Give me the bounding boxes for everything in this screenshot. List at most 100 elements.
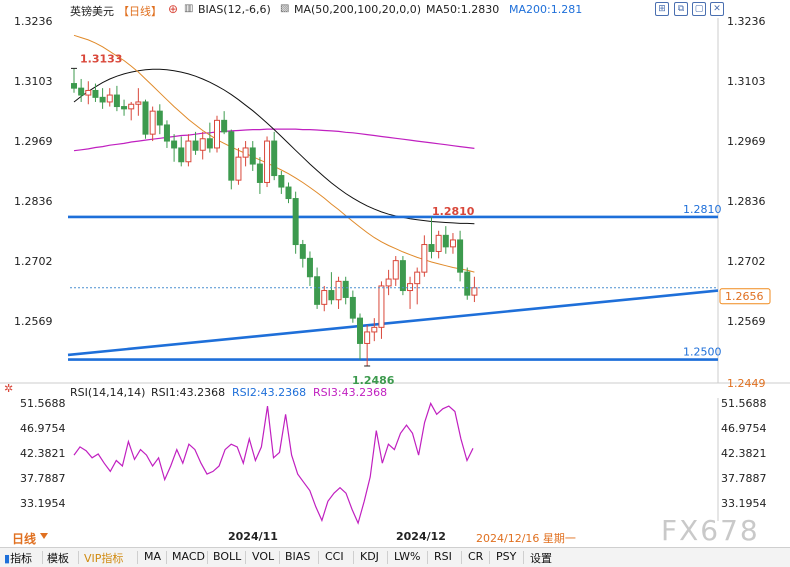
candle: [385, 269, 392, 296]
restore-icon[interactable]: ▢: [692, 2, 706, 16]
rsi-tick-left-1: 46.9754: [20, 422, 66, 435]
candle: [299, 239, 306, 268]
candle: [71, 68, 77, 93]
rsi-tick-left-4: 33.1954: [20, 497, 66, 510]
trend-lines[interactable]: [67, 215, 719, 361]
rsi-tick-right-1: 46.9754: [721, 422, 767, 435]
candle: [142, 99, 149, 139]
period-label[interactable]: 【日线】: [118, 5, 162, 18]
tab-templates[interactable]: 模板: [47, 552, 69, 565]
candle: [292, 191, 299, 254]
close-icon[interactable]: ✕: [710, 2, 724, 16]
layout-icon[interactable]: ⊞: [655, 2, 669, 16]
settings-gear-icon[interactable]: ✲: [4, 382, 13, 395]
candle: [407, 276, 414, 309]
candle: [457, 230, 464, 282]
rsi2-legend: RSI2:43.2368: [232, 386, 306, 399]
rising-trendline: [67, 289, 719, 357]
ma-label[interactable]: MA(50,200,100,20,0,0): [294, 3, 422, 16]
candle: [121, 99, 128, 116]
candle-body-down: [349, 296, 356, 319]
tab-kdj[interactable]: KDJ: [360, 550, 379, 563]
tab-indicators[interactable]: ▮指标: [4, 552, 33, 565]
symbol-label[interactable]: 英镑美元: [70, 5, 114, 18]
rsi-tick-left-3: 37.7887: [20, 472, 66, 485]
candle: [221, 111, 228, 135]
period-dropdown-icon[interactable]: [40, 533, 48, 539]
candle-body-up: [407, 283, 414, 292]
candle-body-down: [306, 257, 313, 278]
bias-label[interactable]: BIAS(12,-6,6): [198, 3, 271, 16]
price-chart[interactable]: 1.3236 1.3103 1.2969 1.2836 1.2702 1.256…: [0, 0, 790, 529]
candle-body-down: [171, 140, 178, 149]
candle: [392, 256, 399, 286]
candle: [171, 134, 178, 162]
tab-cci[interactable]: CCI: [325, 550, 344, 563]
candle-body-up: [371, 326, 378, 333]
candle: [349, 290, 356, 323]
candle-body-down: [221, 119, 228, 133]
candle: [342, 276, 349, 305]
tab-macd[interactable]: MACD: [172, 550, 205, 563]
tab-psy[interactable]: PSY: [496, 550, 517, 563]
copy-icon[interactable]: ⧉: [674, 2, 688, 16]
indicator-icon[interactable]: ▥: [184, 3, 194, 14]
candle: [435, 230, 442, 259]
candle: [149, 106, 156, 142]
candle-body-down: [178, 147, 185, 163]
candle-body-up: [321, 290, 328, 305]
ma-indicator-icon[interactable]: ▧: [280, 3, 290, 14]
candle-body-up: [149, 110, 156, 135]
candle: [206, 122, 213, 153]
candle-body-up: [235, 156, 242, 181]
indicator-tab-bar: ▮指标 模板 VIP指标 MA MACD BOLL VOL BIAS CCI K…: [0, 547, 790, 567]
current-price-label: 1.2656: [725, 290, 764, 303]
tab-vol[interactable]: VOL: [252, 550, 275, 563]
y-tick-left-4: 1.2702: [14, 255, 53, 268]
candle: [85, 81, 92, 105]
candle: [135, 88, 142, 116]
candle-body-up: [421, 244, 428, 273]
candle-body-down: [285, 186, 292, 200]
period-status[interactable]: 日线: [12, 532, 37, 546]
rsi-legend-title: RSI(14,14,14): [70, 386, 145, 399]
tab-rsi[interactable]: RSI: [434, 550, 452, 563]
candle: [371, 318, 378, 342]
add-icon[interactable]: ⊕: [168, 2, 179, 16]
candle-body-down: [78, 87, 85, 96]
candle-body-down: [342, 280, 349, 298]
candle: [156, 104, 163, 135]
y-tick-right-4: 1.2702: [727, 255, 766, 268]
candle: [399, 256, 406, 296]
y-tick-right-6: 1.2449: [727, 377, 766, 390]
tab-bias[interactable]: BIAS: [285, 550, 311, 563]
rsi-line: [73, 401, 474, 525]
tab-lw[interactable]: LW%: [394, 550, 421, 563]
candle-body-down: [192, 140, 199, 151]
tab-cr[interactable]: CR: [468, 550, 484, 563]
candle-body-down: [464, 271, 471, 296]
candle: [442, 226, 449, 254]
candle-body-down: [399, 260, 406, 292]
candle: [364, 325, 371, 366]
tab-boll[interactable]: BOLL: [213, 550, 242, 563]
y-tick-left-5: 1.2569: [14, 315, 53, 328]
candle-body-down: [256, 163, 263, 183]
rsi3-legend: RSI3:43.2368: [313, 386, 387, 399]
tab-settings[interactable]: 设置: [530, 552, 552, 565]
tab-ma[interactable]: MA: [144, 550, 162, 563]
candle: [449, 233, 456, 254]
candle: [163, 120, 170, 148]
candle-body-down: [121, 106, 128, 110]
candle-body-down: [92, 89, 99, 98]
candle: [314, 267, 321, 309]
tab-vip[interactable]: VIP指标: [84, 552, 124, 565]
recent-high-annotation: 1.2810: [432, 205, 475, 218]
low-annotation: 1.2486: [352, 374, 395, 387]
candle-body-down: [299, 244, 306, 259]
rsi-tick-left-2: 42.3821: [20, 447, 66, 460]
candle: [178, 136, 185, 167]
y-tick-left-0: 1.3236: [14, 15, 53, 28]
y-tick-right-0: 1.3236: [727, 15, 766, 28]
y-tick-right-5: 1.2569: [727, 315, 766, 328]
